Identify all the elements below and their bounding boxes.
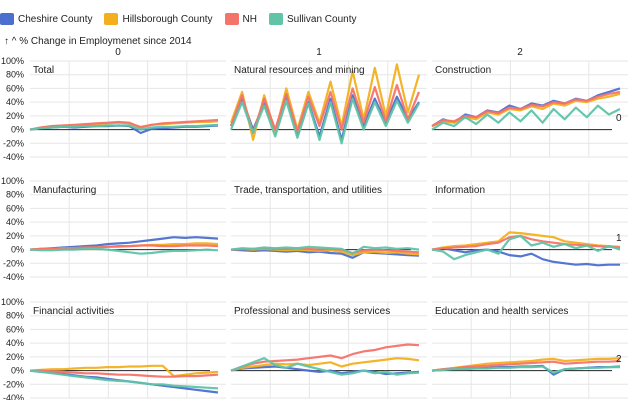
legend-item-hillsborough[interactable]: Hillsborough County: [104, 13, 213, 25]
y-tick-label: 100%: [1, 176, 24, 186]
y-tick-label: 40%: [6, 338, 24, 348]
series-line: [29, 123, 219, 131]
legend-swatch: [224, 13, 239, 25]
series-line: [230, 245, 420, 255]
legend-swatch: [269, 13, 283, 25]
series-line: [29, 364, 219, 378]
row-label: 1: [616, 233, 622, 244]
y-tick-label: -20%: [3, 138, 24, 148]
column-header: 1: [316, 47, 322, 58]
legend-item-cheshire[interactable]: Cheshire County: [0, 13, 92, 25]
y-tick-label: -40%: [3, 152, 24, 162]
series-line: [431, 104, 621, 131]
series-line: [431, 90, 621, 128]
legend-item-sullivan[interactable]: Sullivan County: [269, 13, 356, 25]
y-tick-label: 80%: [6, 190, 24, 200]
y-tick-label: -20%: [3, 258, 24, 268]
series-line: [29, 247, 219, 255]
series-line: [431, 231, 621, 251]
y-tick-label: 0%: [11, 366, 24, 376]
panel-title: Natural resources and mining: [234, 65, 365, 76]
panel-title: Financial activities: [33, 306, 114, 317]
legend-label: Sullivan County: [287, 13, 357, 25]
series-line: [29, 369, 219, 390]
series-line: [229, 97, 420, 145]
y-tick-label: 20%: [6, 352, 24, 362]
y-tick-label: 20%: [6, 111, 24, 121]
y-tick-label: 100%: [1, 56, 24, 66]
panel-title: Professional and business services: [234, 306, 390, 317]
legend-item-nh[interactable]: NH: [224, 13, 257, 25]
y-tick-label: 60%: [6, 203, 24, 213]
y-tick-label: -40%: [3, 393, 24, 400]
row-label: 0: [616, 113, 622, 124]
series-line: [29, 244, 219, 251]
panel-title: Total: [33, 65, 54, 76]
series-line: [431, 247, 620, 267]
panel-title: Information: [435, 185, 485, 196]
series-line: [29, 118, 219, 131]
legend-swatch: [104, 13, 119, 25]
y-tick-label: -40%: [3, 272, 24, 282]
y-tick-label: 60%: [6, 83, 24, 93]
legend-label: NH: [242, 13, 257, 25]
panel-title: Trade, transportation, and utilities: [234, 185, 382, 196]
panel-title: Education and health services: [435, 306, 568, 317]
y-tick-label: -20%: [3, 379, 24, 389]
y-tick-label: 80%: [6, 311, 24, 321]
column-header: 0: [115, 47, 121, 58]
y-tick-label: 60%: [6, 324, 24, 334]
series-line: [431, 234, 621, 261]
row-label: 2: [616, 354, 622, 365]
y-tick-label: 20%: [6, 231, 24, 241]
y-tick-label: 0%: [11, 245, 24, 255]
series-line: [30, 369, 219, 378]
legend-swatch: [0, 13, 14, 25]
y-tick-label: 0%: [11, 125, 24, 135]
y-tick-label: 80%: [6, 70, 24, 80]
y-tick-label: 40%: [6, 217, 24, 227]
y-tick-label: 100%: [1, 297, 24, 307]
series-line: [431, 365, 620, 374]
series-line: [230, 357, 420, 372]
series-line: [431, 359, 621, 372]
legend: Cheshire County Hillsborough County NH S…: [0, 10, 368, 28]
legend-label: Cheshire County: [18, 13, 93, 25]
series-line: [230, 343, 420, 372]
series-line: [230, 357, 420, 376]
panel-title: Manufacturing: [33, 185, 96, 196]
y-axis-title: ↑ ^ % Change in Employmenet since 2014: [4, 36, 192, 47]
column-header: 2: [517, 47, 523, 58]
series-line: [229, 83, 421, 135]
y-tick-label: 40%: [6, 97, 24, 107]
panel-title: Construction: [435, 65, 491, 76]
legend-label: Hillsborough County: [122, 13, 213, 25]
